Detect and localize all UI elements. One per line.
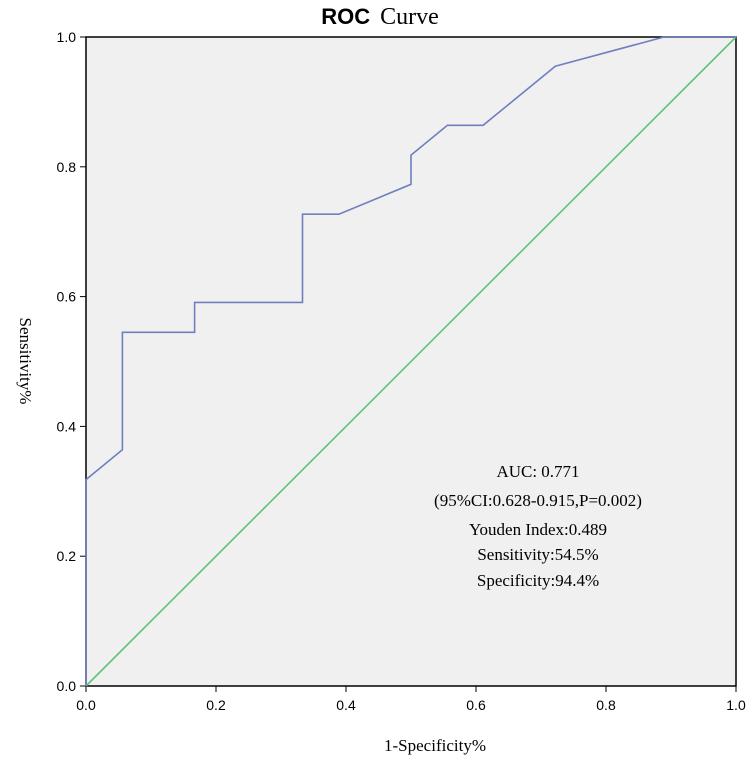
x-axis-label: 1-Specificity% xyxy=(384,736,486,755)
annotation-sensitivity: Sensitivity:54.5% xyxy=(477,545,598,564)
annotation-specificity: Specificity:94.4% xyxy=(477,571,599,590)
annotation-youden: Youden Index:0.489 xyxy=(469,520,607,539)
y-tick-label: 0.6 xyxy=(57,289,77,305)
x-tick-label: 0.6 xyxy=(466,697,486,713)
roc-curve-line xyxy=(85,36,736,686)
y-tick-label: 0.0 xyxy=(57,678,77,694)
x-tick-label: 0.2 xyxy=(206,697,226,713)
x-tick-label: 0.0 xyxy=(76,697,96,713)
x-tick-label: 0.4 xyxy=(336,697,356,713)
annotation-ci: (95%CI:0.628-0.915,P=0.002) xyxy=(434,491,642,510)
chart-title: ROC Curve xyxy=(321,4,439,30)
y-axis-label: Sensitivity% xyxy=(16,318,35,405)
chart-title-rest: Curve xyxy=(380,4,439,30)
chart-title-bold: ROC xyxy=(321,4,370,29)
y-tick-label: 0.8 xyxy=(57,159,77,175)
y-tick-label: 1.0 xyxy=(57,29,77,45)
annotation-box: AUC: 0.771 (95%CI:0.628-0.915,P=0.002) Y… xyxy=(434,462,642,590)
y-tick-label: 0.4 xyxy=(57,418,77,434)
series-layer xyxy=(85,36,737,687)
x-tick-label: 1.0 xyxy=(726,697,746,713)
x-tick-label: 0.8 xyxy=(596,697,616,713)
annotation-auc: AUC: 0.771 xyxy=(496,462,579,481)
y-tick-label: 0.2 xyxy=(57,548,77,564)
reference-line xyxy=(85,36,737,687)
axis-ticks: 0.0 0.2 0.4 0.6 0.8 1.0 0.0 0.2 0.4 0.6 0.8 1.0 xyxy=(57,29,746,713)
